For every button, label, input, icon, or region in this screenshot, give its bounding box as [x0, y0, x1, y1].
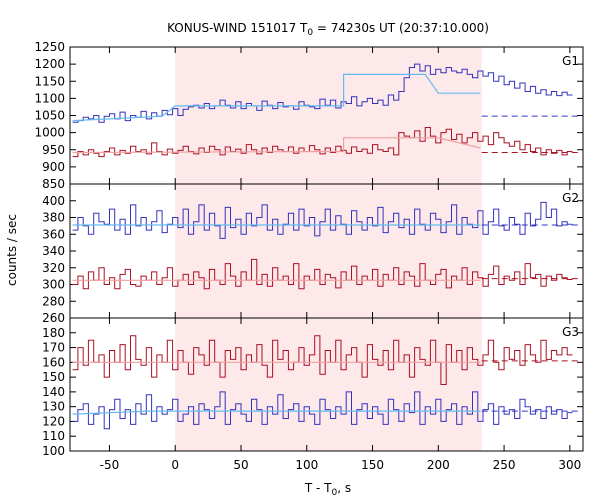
series-blue [72, 391, 573, 430]
chart-title: KONUS-WIND 151017 T0 = 74230s UT (20:37:… [167, 21, 489, 38]
xlabel-main: T - T [304, 481, 332, 495]
y-tick-label: 360 [42, 227, 65, 241]
y-tick-label: 1100 [34, 91, 65, 105]
series-red [72, 127, 573, 158]
y-tick-label: 320 [42, 261, 65, 275]
y-tick-label: 150 [42, 370, 65, 384]
x-tick-label: 100 [295, 458, 318, 472]
fit-blue [72, 73, 481, 122]
y-tick-label: 380 [42, 211, 65, 225]
panel-label: G2 [562, 191, 579, 205]
y-tick-label: 340 [42, 244, 65, 258]
panel-g1: 850 900 950 1000 1050 1100 1150 1200 1250 G1 [34, 40, 584, 191]
y-tick-label: 180 [42, 326, 65, 340]
y-tick-label: 1000 [34, 126, 65, 140]
y-tick-label: 100 [42, 444, 65, 458]
x-tick-label: 300 [558, 458, 581, 472]
y-tick-label: 1150 [34, 74, 65, 88]
series-red [72, 335, 573, 385]
y-tick-label: 300 [42, 278, 65, 292]
y-tick-label: 120 [42, 414, 65, 428]
y-tick-label: 280 [42, 294, 65, 308]
series-red [72, 258, 573, 290]
y-tick-label: 900 [42, 160, 65, 174]
fit-red [72, 137, 481, 154]
x-axis-title: T - T0, s [304, 481, 351, 498]
xlabel-rest: , s [337, 481, 351, 495]
plot-layer: 850900950100010501100115012001250G126028… [34, 40, 584, 472]
x-tick-label: 200 [427, 458, 450, 472]
y-tick-label: 850 [42, 177, 65, 191]
y-tick-label: 110 [42, 429, 65, 443]
y-tick-label: 1050 [34, 109, 65, 123]
series-blue [72, 63, 573, 123]
x-tick-label: 250 [493, 458, 516, 472]
panel-label: G3 [562, 325, 579, 339]
x-tick-label: 50 [233, 458, 248, 472]
panel-frame [69, 317, 584, 452]
highlight-interval [175, 184, 482, 318]
y-tick-label: 160 [42, 355, 65, 369]
fit-blue [72, 410, 481, 415]
y-axis-title: counts / sec [5, 214, 19, 286]
x-tick-label: 0 [171, 458, 179, 472]
y-tick-label: 260 [42, 311, 65, 325]
xlabel-subscript: 0 [332, 488, 338, 498]
y-tick-label: 130 [42, 400, 65, 414]
title-main: KONUS-WIND 151017 T [167, 21, 308, 35]
title-subscript: 0 [307, 28, 313, 38]
title-rest: = 74230s UT (20:37:10.000) [313, 21, 489, 35]
series-blue [72, 201, 573, 239]
panel-label: G1 [562, 54, 579, 68]
highlight-interval [175, 318, 482, 451]
y-tick-label: 400 [42, 194, 65, 208]
x-tick-label: -50 [100, 458, 120, 472]
x-tick-label: 150 [361, 458, 384, 472]
y-tick-label: 1250 [34, 40, 65, 54]
y-tick-label: 140 [42, 385, 65, 399]
highlight-interval [175, 47, 482, 184]
panel-g2: 260 280 300 320 340 360 380 400 G2 [42, 183, 584, 325]
y-tick-label: 170 [42, 341, 65, 355]
y-tick-label: 1200 [34, 57, 65, 71]
y-tick-label: 950 [42, 143, 65, 157]
